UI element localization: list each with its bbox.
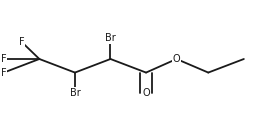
Text: Br: Br: [70, 88, 80, 98]
Text: O: O: [173, 54, 180, 64]
Text: F: F: [1, 54, 7, 64]
Text: Br: Br: [105, 33, 116, 43]
Text: F: F: [19, 37, 24, 47]
Text: F: F: [1, 68, 7, 78]
Text: O: O: [142, 88, 150, 98]
